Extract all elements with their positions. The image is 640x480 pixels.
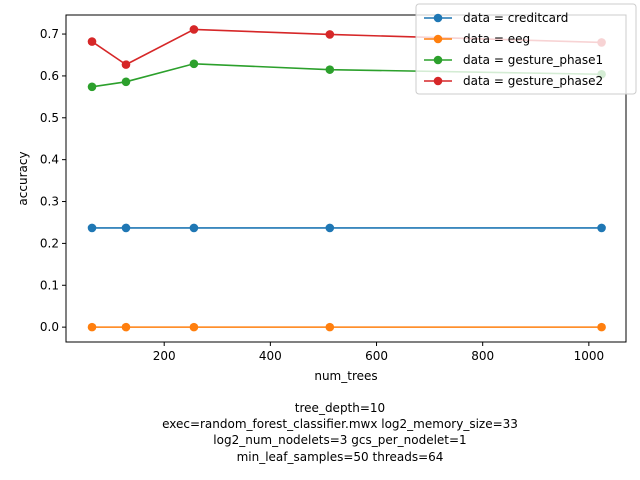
y-tick-label: 0.4 (40, 153, 59, 167)
legend-marker (433, 55, 443, 65)
y-tick-label: 0.3 (40, 195, 59, 209)
y-tick-label: 0.2 (40, 236, 59, 250)
legend-label: data = creditcard (463, 11, 568, 25)
y-axis-label: accuracy (16, 151, 30, 205)
caption-line: log2_num_nodelets=3 gcs_per_nodelet=1 (213, 433, 466, 447)
y-tick-label: 0.6 (40, 69, 59, 83)
caption-line: tree_depth=10 (295, 401, 385, 415)
data-point (87, 82, 97, 92)
x-tick-label: 400 (259, 349, 282, 363)
x-tick-label: 600 (365, 349, 388, 363)
data-point (189, 25, 199, 34)
legend-label: data = gesture_phase2 (463, 74, 603, 88)
data-point (87, 223, 97, 233)
x-tick-label: 800 (471, 349, 494, 363)
data-point (189, 322, 199, 332)
data-point (189, 223, 199, 233)
legend-box (415, 3, 637, 95)
legend-label: data = eeg (463, 32, 530, 46)
legend-label: data = gesture_phase1 (463, 53, 603, 67)
data-point (325, 30, 335, 39)
data-point (87, 37, 97, 46)
caption: tree_depth=10 exec=random_forest_classif… (162, 401, 518, 464)
legend-marker (433, 34, 443, 44)
x-axis-label: num_trees (314, 369, 377, 383)
data-point (325, 223, 335, 233)
data-point (597, 223, 606, 233)
data-point (325, 322, 335, 332)
y-tick-label: 0.0 (40, 320, 59, 334)
data-point (121, 223, 131, 233)
data-point (121, 77, 131, 87)
data-point (121, 322, 131, 332)
x-tick-label: 1000 (574, 349, 605, 363)
y-tick-label: 0.5 (40, 111, 59, 125)
caption-line: min_leaf_samples=50 threads=64 (237, 450, 444, 464)
data-point (325, 65, 335, 74)
data-point (121, 60, 131, 69)
caption-line: exec=random_forest_classifier.mwx log2_m… (162, 417, 518, 431)
legend: data = creditcard data = eeg data = gestur… (415, 3, 637, 95)
y-tick-label: 0.7 (40, 27, 59, 41)
y-tick-label: 0.1 (40, 278, 59, 292)
x-axis-ticks: 200 400 600 800 1000 (153, 342, 604, 363)
plot-frame (65, 14, 627, 343)
legend-marker (433, 76, 443, 86)
y-axis-ticks: 0.0 0.1 0.2 0.3 0.4 0.5 0.6 0.7 (40, 27, 66, 334)
legend-marker (433, 13, 443, 23)
data-point (87, 322, 97, 332)
data-point (597, 322, 606, 332)
data-point (189, 59, 199, 69)
x-tick-label: 200 (153, 349, 176, 363)
